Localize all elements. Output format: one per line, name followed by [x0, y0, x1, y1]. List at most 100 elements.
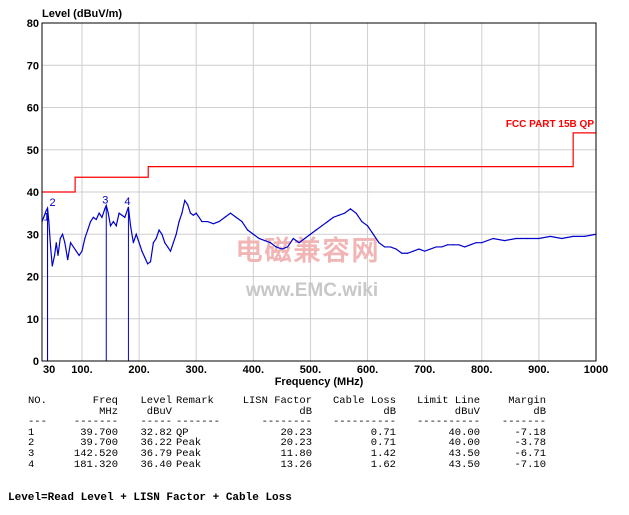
data-point	[252, 233, 254, 235]
x-tick-label: 600.	[357, 364, 378, 376]
data-point	[178, 220, 180, 223]
data-point	[189, 212, 192, 214]
data-point	[269, 242, 272, 244]
table-cell: Freq	[92, 395, 118, 407]
data-point	[75, 250, 77, 252]
table-cell: 11.80	[280, 447, 312, 460]
data-point	[321, 225, 323, 227]
table-cell: 32.82	[140, 426, 172, 439]
data-point	[104, 208, 106, 210]
data-point	[258, 237, 260, 240]
grid	[41, 22, 597, 362]
table-cell: Peak	[176, 437, 202, 450]
data-series	[41, 198, 597, 267]
data-point	[298, 242, 300, 244]
data-point	[241, 220, 243, 223]
data-point	[115, 225, 117, 227]
data-point	[281, 248, 283, 250]
table-cell: -----	[140, 416, 172, 429]
table-cell: -------	[176, 416, 221, 429]
emission-chart: 电磁兼容网 www.EMC.wiki FCC PART 15B QP 0 10 20…	[27, 8, 608, 388]
data-point	[138, 242, 140, 244]
marker-label-2: 2	[50, 197, 56, 209]
table-cell: 39.700	[80, 437, 118, 450]
x-tick-label: 900.	[528, 364, 549, 376]
table-cell: 36.79	[140, 447, 172, 460]
data-point	[61, 233, 64, 235]
table-cell: 13.26	[280, 458, 312, 471]
data-point	[57, 254, 59, 256]
marker-label-4: 4	[124, 196, 130, 208]
table-cell: dBuV	[454, 405, 480, 418]
data-point	[184, 199, 186, 202]
x-tick-label: 700.	[414, 364, 435, 376]
table-cell: dB	[383, 405, 396, 418]
data-point	[155, 237, 157, 240]
data-point	[192, 214, 194, 216]
data-point	[127, 206, 130, 208]
data-point	[48, 220, 50, 223]
data-point	[98, 212, 100, 214]
table-cell: dB	[533, 405, 546, 418]
data-point	[418, 248, 420, 250]
y-tick-label: 30	[27, 229, 39, 241]
data-point	[275, 246, 277, 248]
data-point	[366, 225, 369, 227]
data-point	[292, 237, 294, 240]
data-point	[147, 263, 149, 265]
watermark: 电磁兼容网 www.EMC.wiki	[236, 235, 381, 301]
data-point	[344, 212, 346, 214]
table-cell: NO.	[28, 395, 47, 407]
table-header-row: NO. Freq Level Remark LISN Factor Cable Loss L…	[28, 396, 550, 407]
y-tick-label: 50	[27, 145, 39, 157]
table-cell: -------	[501, 416, 546, 429]
table-row: 3 142.520 36.79 Peak 11.80 1.42 43.50 -6.71	[28, 449, 550, 460]
data-point	[372, 233, 374, 235]
data-point	[458, 244, 460, 246]
data-point	[43, 216, 45, 218]
table-cell: -------	[73, 416, 118, 429]
data-point	[424, 250, 426, 252]
data-point	[549, 235, 551, 237]
data-point	[107, 212, 109, 214]
table-cell: 36.40	[140, 458, 172, 471]
table-cell: LISN Factor	[242, 395, 312, 407]
data-point	[446, 244, 449, 246]
table-row: 2 39.700 36.22 Peak 20.23 0.71 40.00 -3.78	[28, 438, 550, 449]
limit-line-group: FCC PART 15B QP	[42, 119, 596, 193]
data-point	[361, 220, 363, 223]
data-point	[175, 233, 177, 235]
data-point	[109, 225, 112, 227]
data-point	[144, 256, 146, 259]
data-point	[538, 237, 540, 240]
data-point	[492, 237, 494, 240]
y-axis-ticks: 0 10 20 30 40 50 60 70 80	[27, 18, 39, 368]
table-cell: 2	[28, 437, 35, 450]
table-unit-row: MHz dBuV dB dB dBuV dB	[28, 405, 550, 418]
data-point	[69, 242, 72, 244]
data-point	[78, 254, 80, 256]
data-point	[395, 248, 397, 250]
table-cell: QP	[176, 426, 189, 439]
data-point	[72, 246, 75, 248]
limit-line-label: FCC PART 15B QP	[506, 119, 594, 130]
table-cell: 142.520	[73, 447, 118, 460]
data-point	[105, 204, 107, 207]
data-point	[45, 210, 47, 212]
table-cell: 3	[28, 447, 35, 460]
table-cell: 43.50	[448, 458, 480, 471]
data-point	[124, 216, 126, 218]
table-cell: -3.78	[514, 437, 546, 450]
data-point	[207, 220, 209, 223]
watermark-cn: 电磁兼容网	[236, 235, 381, 266]
data-point	[152, 242, 154, 244]
data-point	[121, 214, 123, 216]
y-tick-label: 60	[27, 103, 39, 115]
data-point	[452, 244, 454, 246]
x-tick-label: 200.	[128, 364, 149, 376]
data-point	[469, 244, 471, 246]
data-point	[475, 242, 477, 244]
y-axis-title: Level (dBuV/m)	[42, 8, 122, 20]
x-axis-ticks: 30 100. 200. 300. 400. 500. 600. 700. 800. 900. 10…	[43, 364, 608, 376]
data-point	[132, 242, 134, 244]
